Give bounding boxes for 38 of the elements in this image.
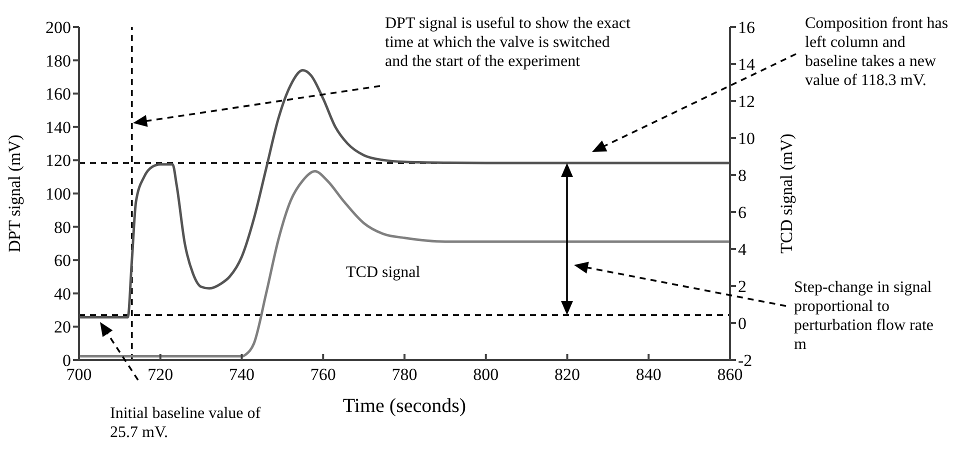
y-tick-label: 180: [46, 51, 71, 70]
y-axis-title: DPT signal (mV): [5, 134, 24, 252]
x-tick-label: 840: [636, 365, 662, 384]
y-tick-label: 200: [46, 18, 71, 38]
y-tick-label: 20: [54, 318, 71, 337]
annotation: DPT signal is useful to show the exact time at which the valve is switched and the start of the experiment: [385, 15, 630, 70]
y2-tick-label: 8: [738, 166, 746, 186]
text: Step-change in signal proportional to perturbation flow rate m: [794, 279, 934, 353]
y-tick-label: 100: [46, 184, 71, 204]
line-series: [79, 170, 730, 358]
y2-tick-label: 0: [738, 314, 746, 334]
text: Composition front has left column and baseline takes a new value of 118.3 mV.: [805, 15, 948, 89]
y2-tick-label: 10: [738, 129, 755, 148]
x-axis-title: Time (seconds): [342, 395, 468, 418]
x-tick-label: 800: [473, 365, 499, 384]
x-tick-label: 760: [310, 365, 336, 384]
text: Initial baseline value of 25.7 mV.: [110, 405, 261, 441]
annotation: TCD signal: [346, 264, 420, 281]
y-tick-label: 80: [54, 218, 71, 237]
y2-tick-label: 12: [738, 92, 755, 112]
y-tick-label: 160: [46, 84, 71, 104]
x-tick-label: 860: [717, 365, 743, 384]
y-tick-label: 120: [46, 151, 71, 170]
y2-tick-label: 4: [738, 240, 747, 260]
y-tick-label: 140: [46, 118, 71, 137]
y2-tick-label: 14: [738, 55, 756, 74]
x-tick-label: 820: [554, 365, 580, 384]
y2-tick-label: 2: [738, 277, 746, 296]
y-tick-label: 40: [54, 284, 71, 304]
x-tick-label: 700: [66, 365, 92, 384]
y2-axis-title: TCD signal (mV): [777, 134, 796, 254]
line-series: [79, 69, 730, 318]
x-tick-label: 780: [392, 365, 418, 384]
y2-tick-label: 6: [738, 203, 746, 222]
y2-tick-label: 16: [738, 18, 755, 38]
x-tick-label: 740: [229, 365, 254, 384]
x-tick-label: 720: [148, 365, 174, 384]
y-tick-label: 60: [54, 251, 71, 270]
